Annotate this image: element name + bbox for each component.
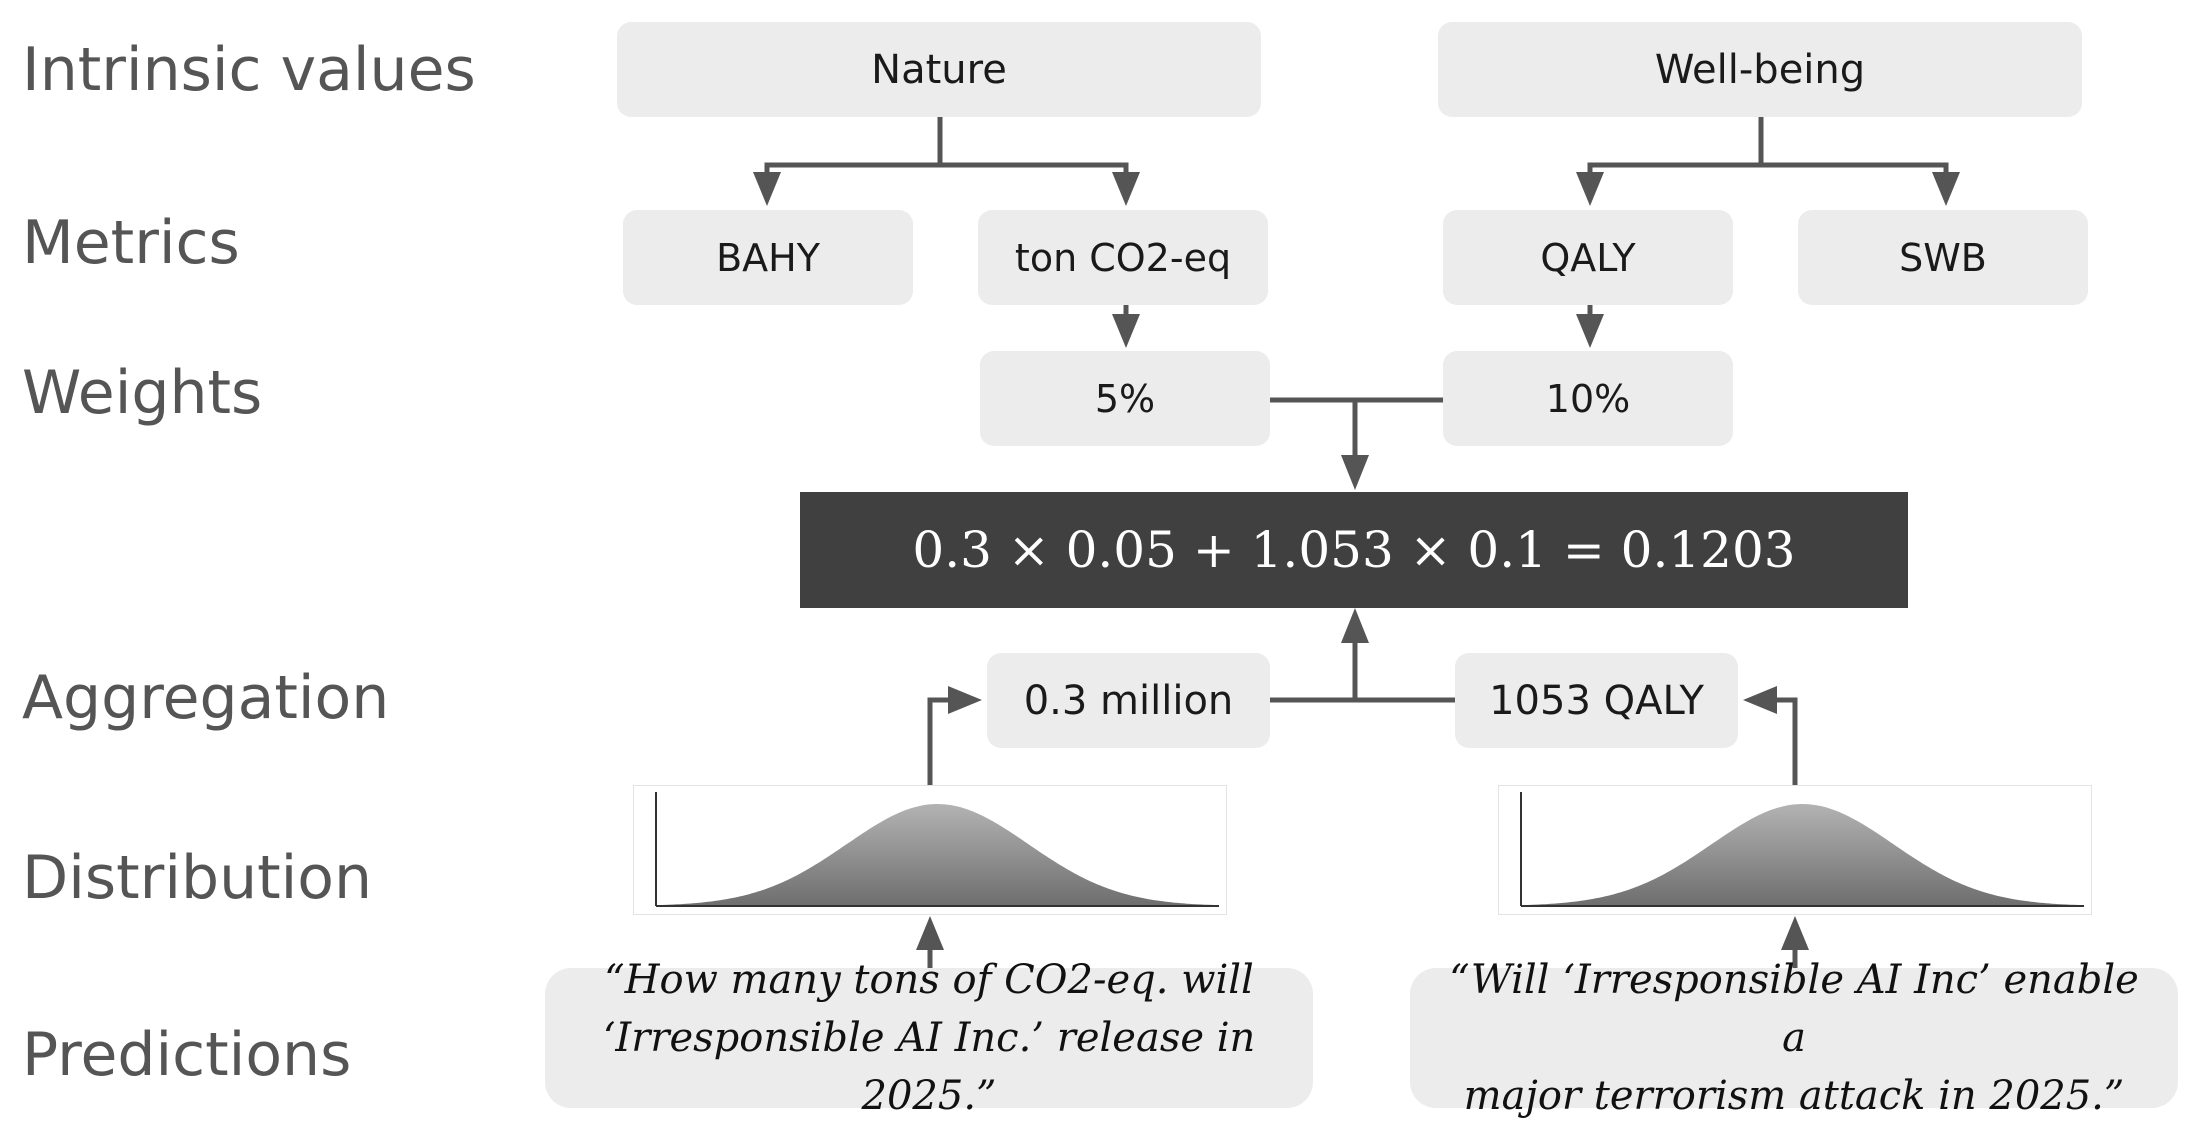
arrow-dist-right-to-agg — [1765, 697, 1798, 785]
weighted-sum-formula: 0.3 × 0.05 + 1.053 × 0.1 = 0.1203 — [800, 492, 1908, 608]
intrinsic-value-nature: Nature — [617, 22, 1261, 117]
metric-swb: SWB — [1798, 210, 2088, 305]
arrowhead-qaly-weight — [1576, 314, 1604, 348]
arrowhead-co2 — [1112, 172, 1140, 206]
prediction-right-line2: major terrorism attack in 2025.” — [1463, 1073, 2125, 1119]
arrowhead-swb — [1932, 172, 1960, 206]
arrow-nature-stem — [764, 117, 943, 195]
weight-qaly: 10% — [1443, 351, 1733, 446]
arrowhead-bahy — [753, 172, 781, 206]
row-label-metrics: Metrics — [22, 208, 240, 278]
arrowhead-qaly — [1576, 172, 1604, 206]
metric-ton-co2-eq: ton CO2-eq — [978, 210, 1268, 305]
distribution-left — [633, 785, 1227, 915]
distribution-right-plot — [1520, 792, 2084, 907]
prediction-right: “Will ‘Irresponsible AI Inc’ enable a ma… — [1410, 957, 2178, 1119]
distribution-left-curve — [656, 804, 1219, 906]
prediction-left: “How many tons of CO2-eq. will ‘Irrespon… — [545, 957, 1313, 1119]
arrowhead-agg-left — [948, 686, 982, 714]
metric-bahy: BAHY — [623, 210, 913, 305]
row-label-predictions: Predictions — [22, 1020, 352, 1090]
row-label-intrinsic-values: Intrinsic values — [22, 35, 476, 105]
prediction-left-line1: “How many tons of CO2-eq. will — [604, 957, 1254, 1003]
row-label-weights: Weights — [22, 358, 263, 428]
arrowhead-formula-bottom — [1341, 608, 1369, 643]
distribution-right-curve — [1521, 804, 2084, 906]
arrow-dist-left-to-agg — [927, 697, 960, 785]
arrowhead-dist-left — [916, 916, 944, 950]
arrowhead-agg-right — [1743, 686, 1777, 714]
aggregation-co2: 0.3 million — [987, 653, 1270, 748]
prediction-right-line1: “Will ‘Irresponsible AI Inc’ enable a — [1449, 957, 2139, 1061]
weight-co2: 5% — [980, 351, 1270, 446]
prediction-left-line2: ‘Irresponsible AI Inc.’ release in 2025.… — [602, 1015, 1256, 1119]
arrow-wellbeing-to-qaly — [1587, 117, 1764, 195]
distribution-left-plot — [655, 792, 1219, 907]
distribution-right — [1498, 785, 2092, 915]
arrow-nature-to-co2 — [940, 162, 1129, 195]
arrowhead-dist-right — [1781, 916, 1809, 950]
arrowhead-formula-top — [1341, 455, 1369, 490]
arrowhead-co2-weight — [1112, 314, 1140, 348]
row-label-distribution: Distribution — [22, 843, 373, 913]
metric-qaly: QALY — [1443, 210, 1733, 305]
intrinsic-value-wellbeing: Well-being — [1438, 22, 2082, 117]
arrow-wellbeing-to-swb — [1761, 162, 1949, 195]
aggregation-qaly: 1053 QALY — [1455, 653, 1738, 748]
row-label-aggregation: Aggregation — [22, 663, 390, 733]
